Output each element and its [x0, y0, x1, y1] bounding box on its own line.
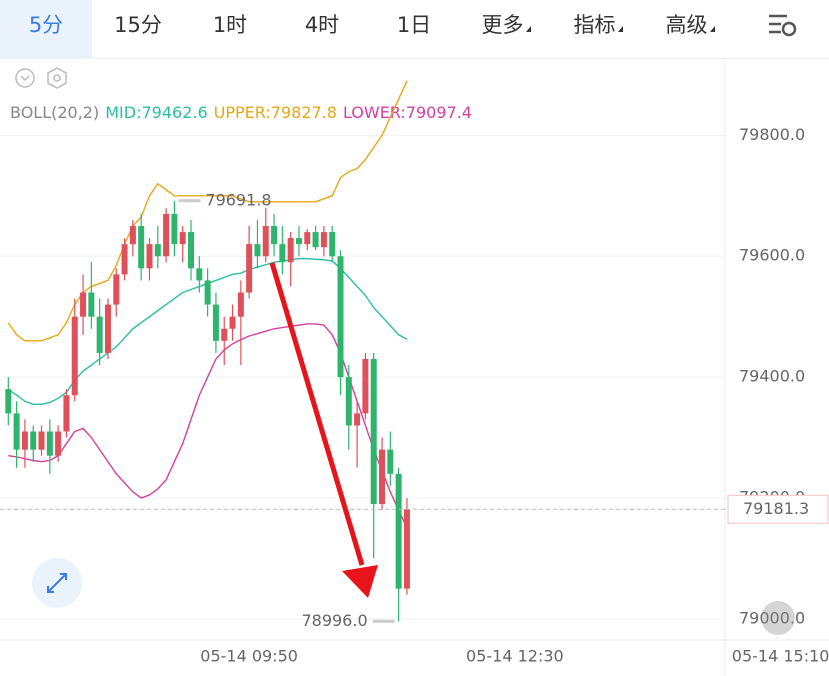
candle-body	[96, 316, 103, 353]
high-label: 79691.8	[205, 190, 271, 209]
timeframe-tab[interactable]: 1日	[396, 13, 432, 37]
y-tick-label: 79000.0	[739, 608, 805, 627]
y-tick-label: 79600.0	[739, 246, 805, 265]
legend-entry: UPPER:79827.8	[214, 103, 337, 122]
candle-body	[179, 232, 186, 245]
candle-body	[204, 280, 211, 305]
timeframe-tab[interactable]: 1时	[212, 13, 248, 37]
x-tick-label: 05-14 12:30	[466, 647, 564, 666]
timeframe-tab[interactable]: 高级	[644, 0, 736, 58]
low-label: 78996.0	[301, 611, 367, 630]
legend-entry: MID:79462.6	[105, 103, 207, 122]
candle-body	[320, 232, 327, 248]
candle-body	[188, 232, 195, 269]
indicator-legend: BOLL(20,2) MID:79462.6 UPPER:79827.8 LOWER:…	[10, 103, 472, 122]
candle-body	[154, 244, 161, 257]
candle-body	[129, 226, 136, 245]
y-tick-label: 79400.0	[739, 367, 805, 386]
candle-body	[403, 509, 410, 589]
candle-body	[221, 328, 228, 341]
candle-body	[237, 292, 244, 317]
candle-body	[146, 244, 153, 269]
timeframe-tab[interactable]: 指标	[552, 0, 644, 58]
candle-body	[271, 226, 278, 245]
settings-icon[interactable]	[769, 14, 797, 37]
candle-body	[387, 449, 394, 474]
candle-body	[395, 473, 402, 589]
setting-icons	[15, 67, 67, 89]
candle-body	[113, 274, 120, 305]
timeframe-tab[interactable]: 5分	[0, 0, 92, 58]
candle-body	[46, 431, 53, 456]
last-price-box	[727, 494, 829, 524]
candle-body	[246, 244, 253, 293]
candle-body	[312, 232, 319, 248]
toolbar: 5分 15分 1时 4时 1日 更多 指标 高级	[0, 0, 829, 59]
candle-body	[55, 431, 62, 456]
candle-body	[279, 244, 286, 263]
candle-body	[379, 449, 386, 505]
candle-body	[362, 358, 369, 414]
candle-body	[5, 389, 12, 414]
candle-body	[13, 413, 20, 450]
candle-body	[287, 238, 294, 263]
last-price-label: 79181.3	[743, 499, 809, 518]
candle-body	[254, 244, 261, 257]
candle-body	[163, 213, 170, 257]
candle-body	[345, 377, 352, 426]
candle-body	[329, 232, 336, 257]
candle-body	[370, 358, 377, 505]
y-tick-label: 79800.0	[739, 125, 805, 144]
legend-entry: LOWER:79097.4	[343, 103, 472, 122]
candle-body	[38, 431, 45, 450]
reset-button[interactable]	[761, 601, 795, 635]
candle-body	[121, 244, 128, 275]
candle-body	[171, 213, 178, 245]
candle-body	[63, 395, 70, 432]
candle-body	[80, 292, 87, 317]
candle-body	[262, 226, 269, 257]
timeframe-tab[interactable]: 更多	[460, 0, 552, 58]
candle-body	[304, 232, 311, 245]
timeframe-tab[interactable]: 4时	[304, 13, 340, 37]
expand-button[interactable]	[32, 558, 82, 608]
candle-body	[138, 226, 145, 269]
candle-body	[21, 431, 28, 450]
trend-arrow	[269, 262, 378, 598]
candle-body	[71, 316, 78, 396]
candle-body	[30, 431, 37, 450]
candle-body	[196, 268, 203, 281]
candle-body	[212, 304, 219, 341]
indicator-name: BOLL(20,2)	[10, 103, 99, 122]
candle-body	[295, 238, 302, 245]
candle-body	[88, 292, 95, 317]
candle-body	[337, 256, 344, 378]
candle-body	[229, 316, 236, 329]
x-tick-label: 05-14 09:50	[200, 647, 298, 666]
x-tick-label: 05-14 15:10	[732, 647, 829, 666]
candle-body	[104, 304, 111, 353]
candle-body	[354, 413, 361, 426]
timeframe-tab[interactable]: 15分	[114, 13, 162, 37]
